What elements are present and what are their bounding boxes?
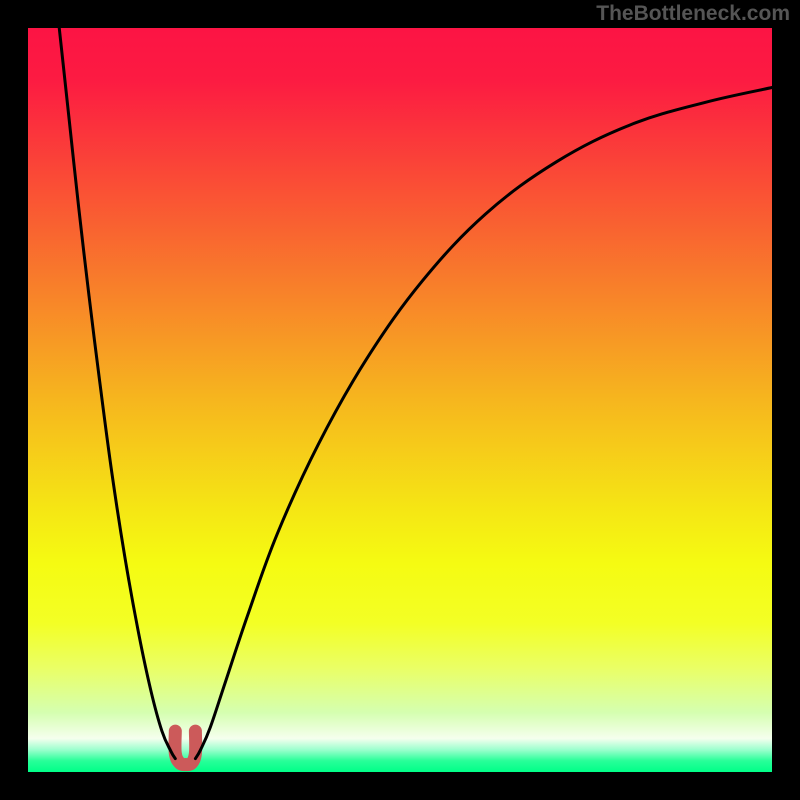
bottleneck-chart xyxy=(0,0,800,800)
chart-plot-area xyxy=(28,28,772,772)
chart-container: TheBottleneck.com xyxy=(0,0,800,800)
watermark-text: TheBottleneck.com xyxy=(596,2,790,26)
